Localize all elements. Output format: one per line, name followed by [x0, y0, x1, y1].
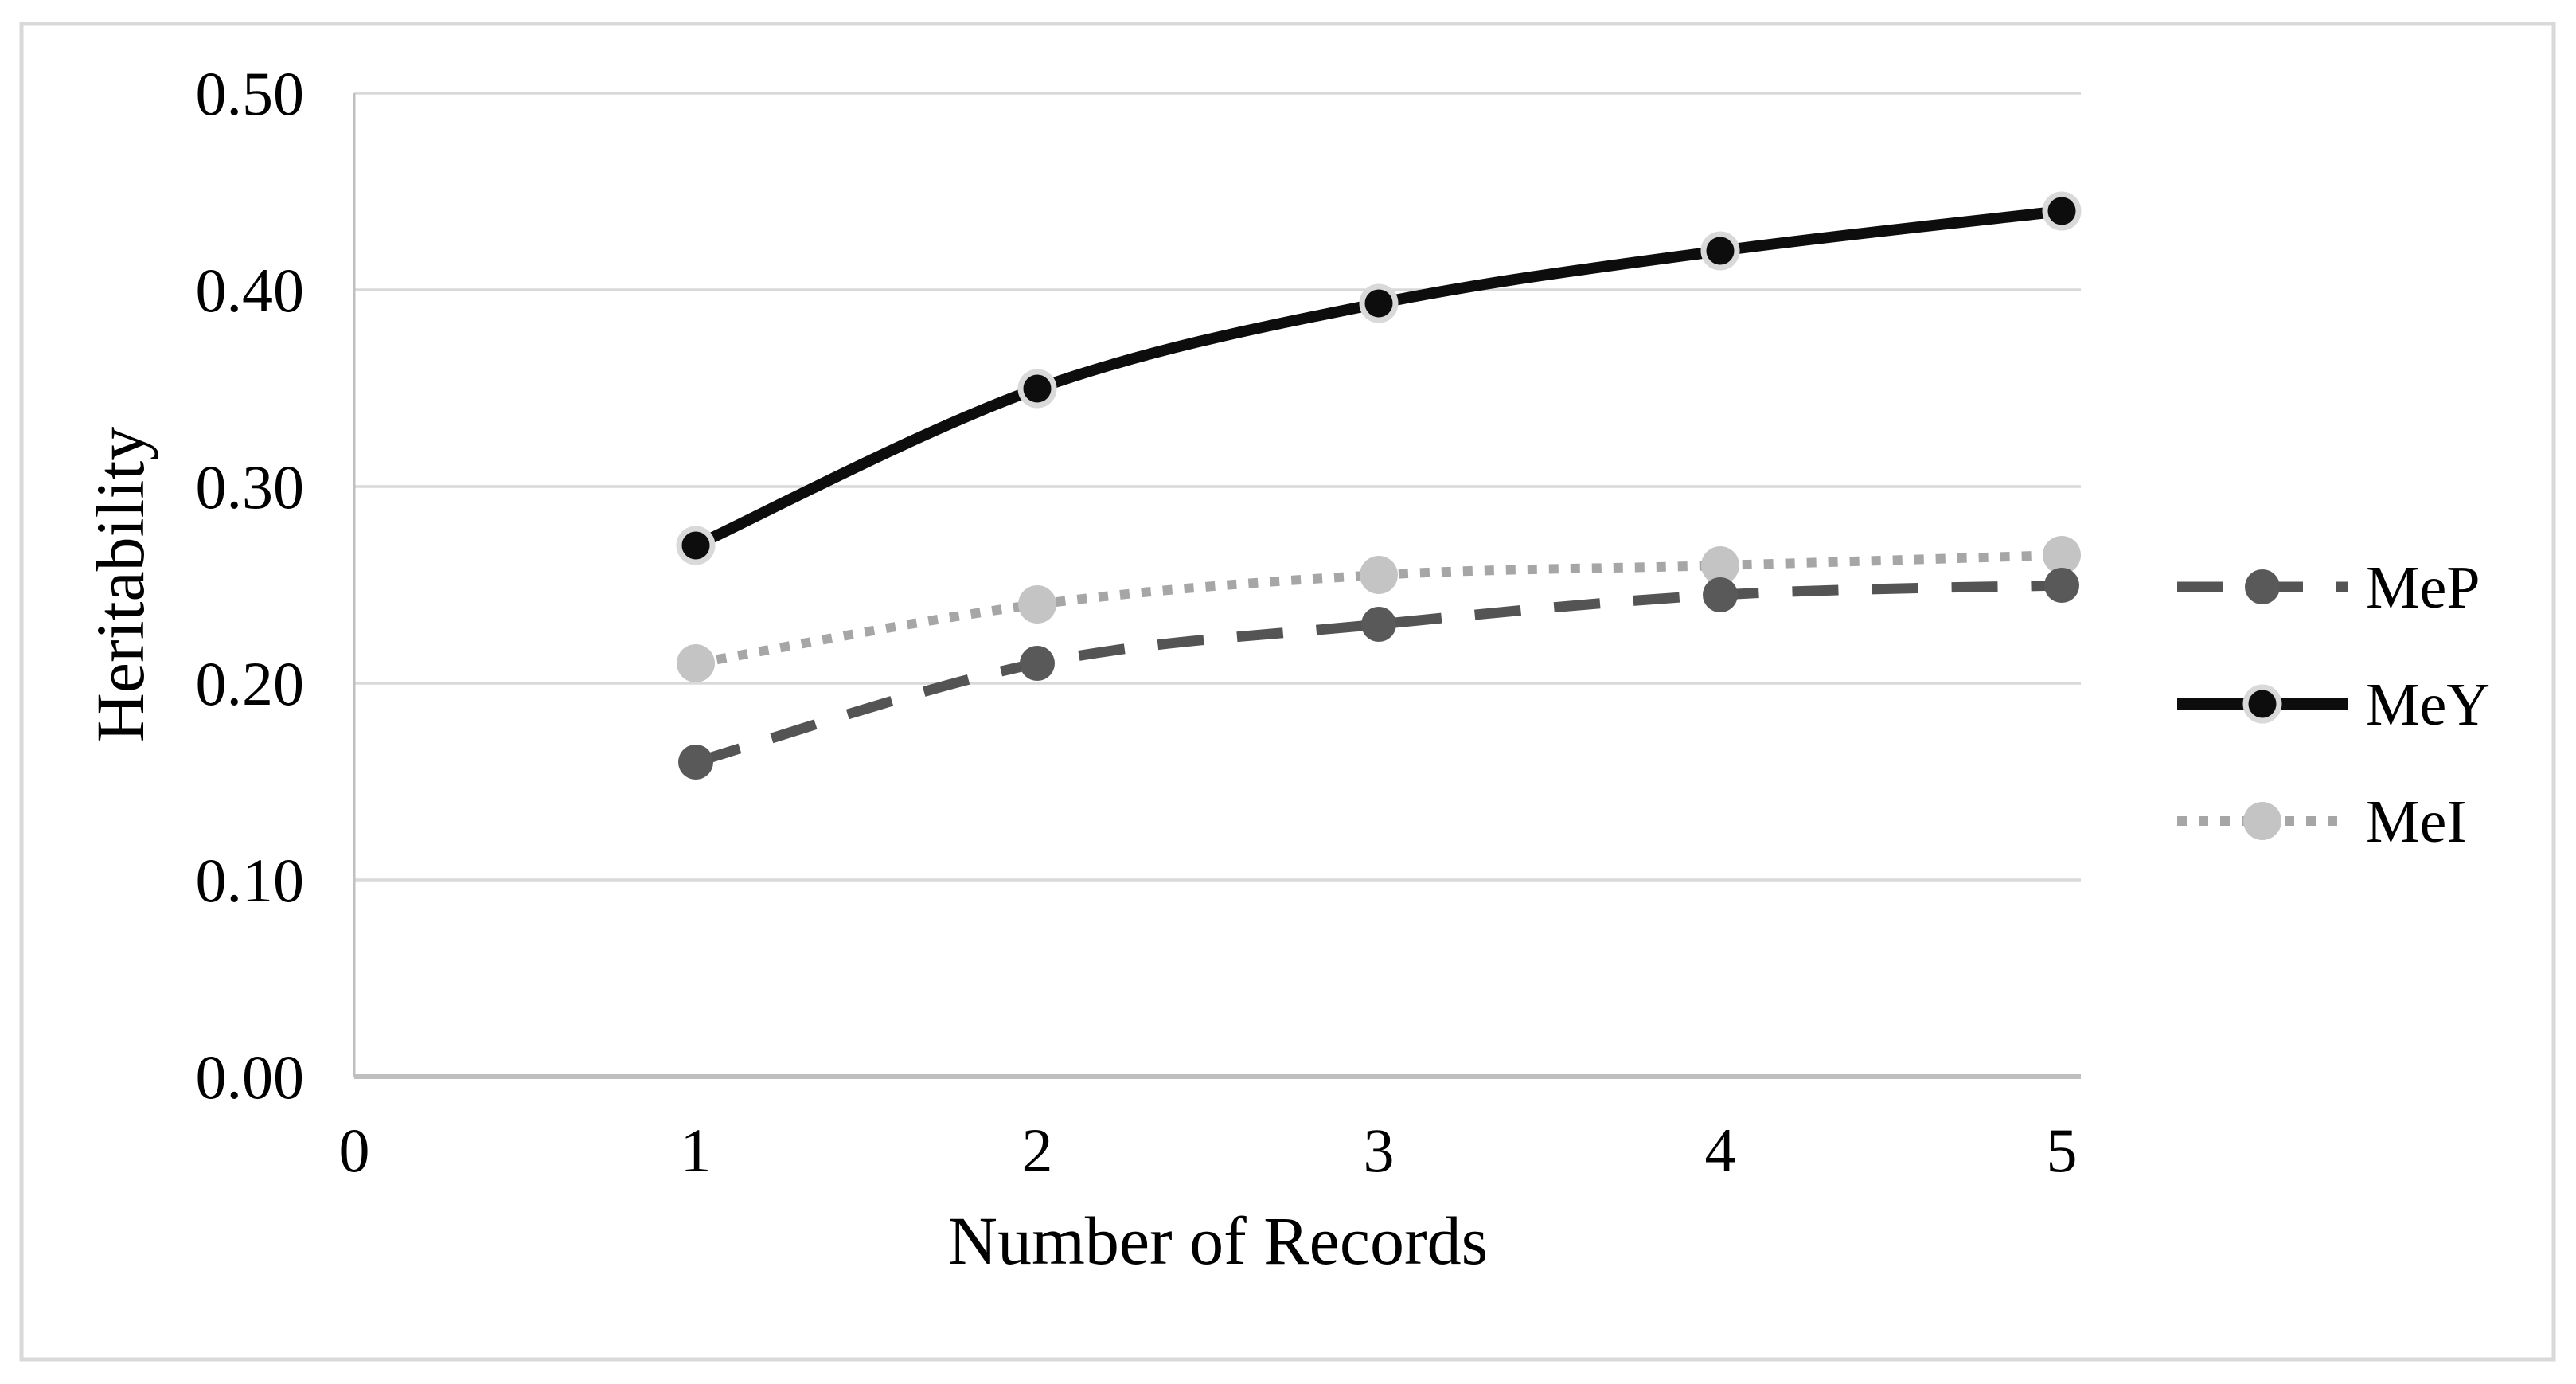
legend-label: MeI	[2366, 788, 2467, 855]
series-line-MeP	[694, 580, 2063, 768]
data-point-MeY	[676, 526, 716, 565]
y-axis-tick-label: 0.00	[196, 1042, 305, 1112]
x-axis-tick-label: 5	[2047, 1116, 2078, 1185]
data-point-MeP	[1703, 577, 1738, 612]
legend-marker	[2245, 569, 2280, 604]
x-axis-title: Number of Records	[948, 1202, 1488, 1279]
x-axis-tick-label: 2	[1022, 1116, 1053, 1185]
data-point-MeI	[2043, 536, 2081, 574]
x-axis-tick-label: 0	[339, 1116, 370, 1185]
legend-marker	[2243, 802, 2281, 840]
data-point-MeY	[1700, 231, 1740, 271]
series-line-MeY	[693, 205, 2063, 551]
figure-border	[19, 22, 2556, 1362]
x-axis-tick-label: 1	[681, 1116, 712, 1185]
data-point-MeI	[1018, 585, 1056, 624]
y-axis-tick-label: 0.50	[196, 59, 305, 128]
data-point-MeY	[1359, 283, 1399, 323]
data-point-MeP	[2044, 568, 2079, 603]
y-axis-tick-label: 0.30	[196, 452, 305, 522]
legend-label: MeY	[2366, 671, 2490, 738]
legend-item-MeY: MeY	[2177, 671, 2490, 738]
data-point-MeI	[1360, 556, 1398, 594]
y-axis-tick-label: 0.40	[196, 256, 305, 325]
y-axis-tick-label: 0.20	[196, 649, 305, 718]
data-point-MeI	[1701, 546, 1739, 584]
x-axis-tick-label: 3	[1364, 1116, 1395, 1185]
legend-item-MeP: MeP	[2177, 554, 2480, 621]
legend-label: MeP	[2366, 554, 2480, 621]
data-point-MeY	[1017, 369, 1057, 409]
y-axis-tick-label: 0.10	[196, 846, 305, 915]
legend-item-MeI: MeI	[2177, 788, 2467, 855]
data-point-MeP	[1361, 607, 1396, 642]
legend-marker	[2242, 684, 2282, 724]
data-point-MeY	[2042, 191, 2082, 231]
data-point-MeP	[678, 745, 713, 780]
data-point-MeI	[677, 644, 715, 682]
y-axis-title: Heritability	[82, 427, 158, 742]
data-point-MeP	[1020, 646, 1055, 681]
x-axis-tick-label: 4	[1705, 1116, 1736, 1185]
